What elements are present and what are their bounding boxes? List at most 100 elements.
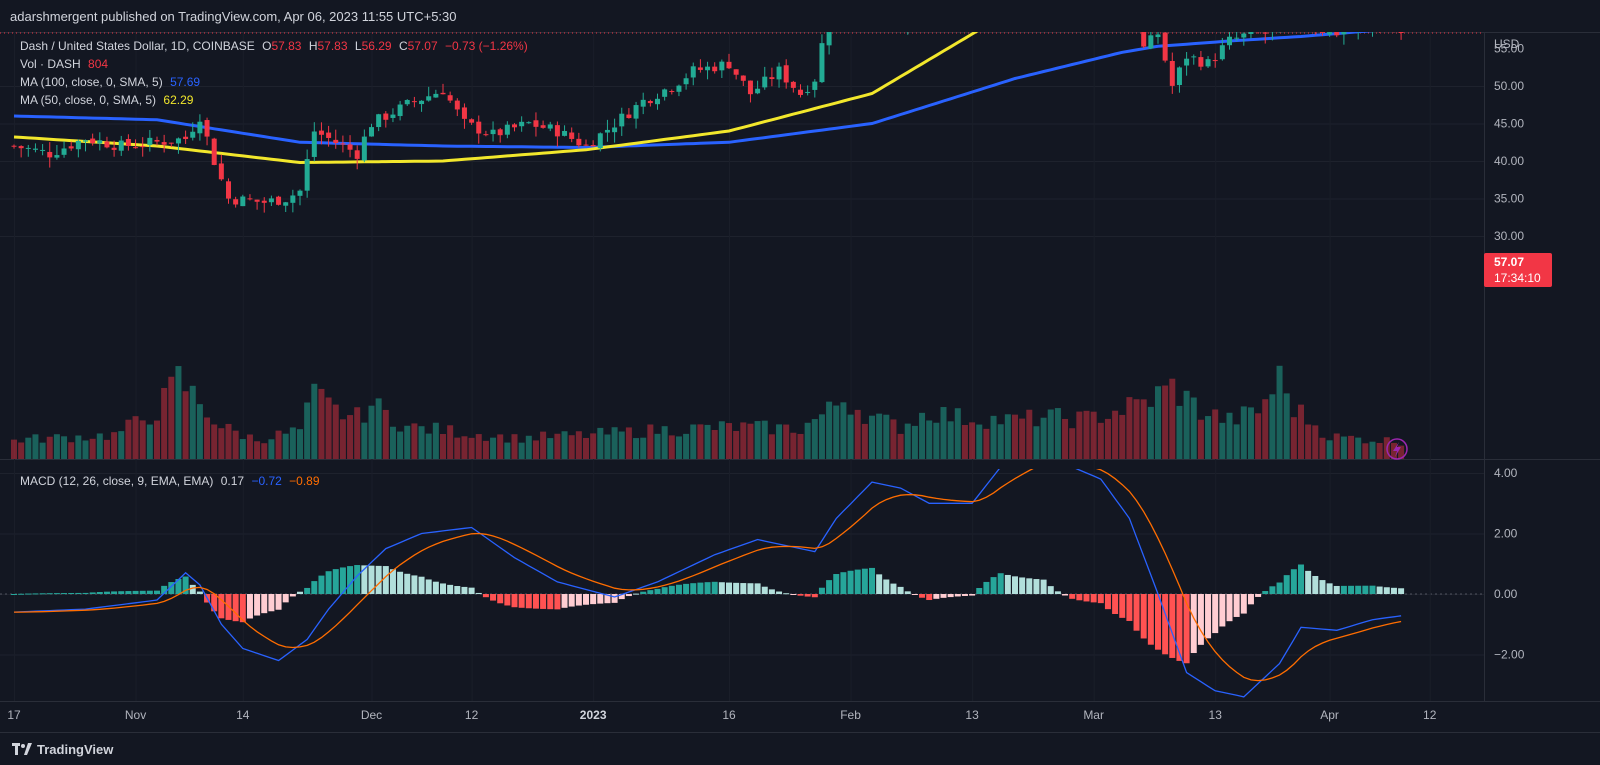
macd-histogram-bar xyxy=(740,583,746,594)
macd-histogram-bar xyxy=(755,583,761,594)
volume-bar xyxy=(376,398,382,459)
chart-svg[interactable]: 80.0075.0070.0065.0060.0055.0050.0045.00… xyxy=(0,32,1600,732)
macd-histogram-bar xyxy=(1041,580,1047,594)
time-tick-label: Dec xyxy=(361,708,382,722)
publish-text: adarshmergent published on TradingView.c… xyxy=(10,9,457,24)
volume-legend[interactable]: Vol · DASH 804 xyxy=(20,57,108,71)
volume-bar xyxy=(1241,406,1247,459)
last-price-tag: 57.07 17:34:10 xyxy=(1484,253,1552,287)
volume-bar xyxy=(32,434,38,459)
macd-legend[interactable]: MACD (12, 26, close, 9, EMA, EMA) 0.17 −… xyxy=(20,474,320,488)
macd-histogram-bar xyxy=(1248,594,1254,604)
volume-bar xyxy=(533,440,539,459)
candle-body xyxy=(476,122,481,134)
macd-histogram-bar xyxy=(1227,594,1233,621)
candle-body xyxy=(233,199,238,204)
candle-body xyxy=(798,90,803,95)
candle-body xyxy=(54,155,59,158)
volume-bar xyxy=(983,429,989,459)
candle-body xyxy=(712,67,717,72)
volume-bar xyxy=(25,438,31,459)
macd-histogram-bar xyxy=(762,587,768,594)
macd-histogram-bar xyxy=(1033,579,1039,594)
volume-bar xyxy=(1327,440,1333,459)
volume-bar xyxy=(1126,397,1132,459)
volume-bar xyxy=(926,420,932,459)
macd-histogram-bar xyxy=(640,592,646,594)
macd-histogram-bar xyxy=(919,594,925,598)
volume-bar xyxy=(147,425,153,459)
macd-histogram-bar xyxy=(290,594,296,596)
macd-histogram-bar xyxy=(1291,569,1297,594)
volume-bar xyxy=(969,422,975,459)
macd-histogram-bar xyxy=(297,592,303,594)
tradingview-icon xyxy=(12,743,32,755)
tradingview-logo[interactable]: TradingView xyxy=(12,742,113,756)
chart-area[interactable]: 80.0075.0070.0065.0060.0055.0050.0045.00… xyxy=(0,32,1600,732)
candle-body xyxy=(433,94,438,98)
volume-bar xyxy=(218,428,224,459)
volume-bar xyxy=(1176,406,1182,459)
macd-histogram-bar xyxy=(111,591,117,594)
candle-body xyxy=(155,140,160,142)
close-label: C xyxy=(399,39,408,53)
ma50-label: MA (50, close, 0, SMA, 5) xyxy=(20,93,156,107)
volume-bar xyxy=(133,416,139,459)
macd-histogram-bar xyxy=(1298,565,1304,594)
candle-body xyxy=(1213,60,1218,61)
macd-histogram-bar xyxy=(276,594,282,610)
volume-bar xyxy=(1048,410,1054,459)
candle-body xyxy=(784,65,789,82)
volume-bar xyxy=(497,434,503,459)
symbol-legend[interactable]: Dash / United States Dollar, 1D, COINBAS… xyxy=(20,39,528,53)
time-gridline xyxy=(851,32,852,701)
macd-histogram-bar xyxy=(504,594,510,605)
volume-bar xyxy=(1319,438,1325,459)
candle-body xyxy=(555,125,560,136)
ma100-legend[interactable]: MA (100, close, 0, SMA, 5) 57.69 xyxy=(20,75,200,89)
volume-bar xyxy=(898,434,904,459)
macd-histogram-bar xyxy=(104,592,110,594)
volume-bar xyxy=(1169,379,1175,459)
macd-histogram-bar xyxy=(1148,594,1154,645)
volume-bar xyxy=(569,435,575,459)
volume-bar xyxy=(68,442,74,459)
macd-histogram-bar xyxy=(261,594,267,613)
volume-bar xyxy=(247,435,253,459)
macd-histogram-bar xyxy=(311,581,317,594)
volume-bar xyxy=(1112,411,1118,459)
macd-histogram-bar xyxy=(1005,575,1011,594)
volume-value: 804 xyxy=(88,57,108,71)
volume-bar xyxy=(941,407,947,459)
macd-histogram-bar xyxy=(383,566,389,594)
macd-histogram-bar xyxy=(1312,576,1318,594)
volume-bar xyxy=(40,443,46,459)
price-axis-border xyxy=(1484,32,1485,701)
candle-body xyxy=(1341,32,1346,34)
macd-histogram-bar xyxy=(1084,594,1090,601)
macd-histogram-bar xyxy=(1205,594,1211,638)
volume-bar xyxy=(819,414,825,459)
time-gridline xyxy=(472,32,473,701)
macd-histogram-bar xyxy=(626,594,632,596)
macd-histogram-bar xyxy=(597,594,603,604)
volume-bar xyxy=(547,438,553,459)
macd-histogram-bar xyxy=(1391,588,1397,594)
candle-body xyxy=(1163,33,1168,61)
volume-bar xyxy=(190,386,196,459)
macd-histogram-bar xyxy=(633,594,639,595)
ma50-legend[interactable]: MA (50, close, 0, SMA, 5) 62.29 xyxy=(20,93,193,107)
macd-histogram-bar xyxy=(254,594,260,616)
time-tick-label: 16 xyxy=(722,708,736,722)
macd-histogram-bar xyxy=(469,588,475,594)
volume-bar xyxy=(1155,386,1161,459)
candle-body xyxy=(219,163,224,179)
volume-bar xyxy=(461,436,467,459)
candle-body xyxy=(462,107,467,118)
macd-histogram-bar xyxy=(855,570,861,594)
candle-body xyxy=(598,133,603,148)
low-label: L xyxy=(355,39,362,53)
volume-bar xyxy=(183,391,189,459)
macd-histogram-bar xyxy=(869,568,875,594)
macd-histogram-bar xyxy=(569,594,575,607)
